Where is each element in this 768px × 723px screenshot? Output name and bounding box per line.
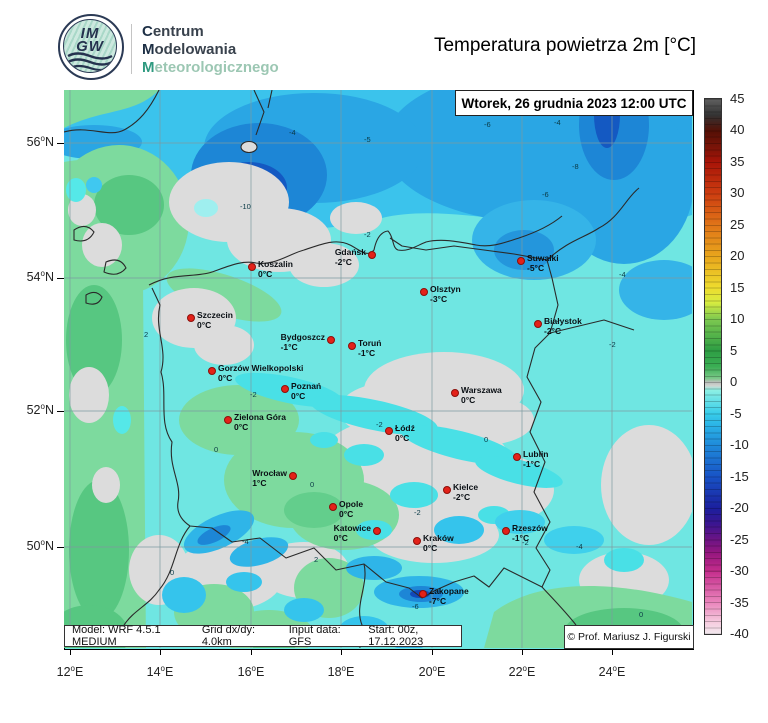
lon-label: 24oE <box>598 663 626 679</box>
credit-box: © Prof. Mariusz J. Figurski <box>564 625 694 649</box>
colorbar-value: 40 <box>730 122 745 138</box>
colorbar-value: -15 <box>730 468 749 484</box>
map-cyan-patches <box>235 372 644 572</box>
lon-label: 14oE <box>146 663 174 679</box>
colorbar-value: 35 <box>730 153 745 169</box>
lon-label: 18oE <box>327 663 355 679</box>
lon-label: 12oE <box>56 663 84 679</box>
lon-tick <box>70 649 71 655</box>
colorbar-value: 20 <box>730 248 745 264</box>
imgw-logo-badge: IM GW <box>63 19 117 73</box>
colorbar <box>704 98 722 635</box>
colorbar-value: -10 <box>730 437 749 453</box>
colorbar-value: 30 <box>730 185 745 201</box>
colorbar-value: 15 <box>730 279 745 295</box>
start-time: Start: 00z, 17.12.2023 <box>368 624 424 648</box>
org-line2: Modelowania <box>142 41 237 58</box>
lon-label: 16oE <box>237 663 265 679</box>
logo-text-top: IM <box>80 25 100 42</box>
input-data: Input data: GFS <box>288 624 341 648</box>
grid-info: Grid dx/dy: 4.0km <box>201 624 255 648</box>
org-line1: Centrum <box>142 23 204 40</box>
lon-tick <box>341 649 342 655</box>
colorbar-value: 45 <box>730 91 745 106</box>
lon-tick <box>432 649 433 655</box>
lon-label: 22oE <box>508 663 536 679</box>
logo-text-bottom: GW <box>76 38 104 55</box>
lon-tick <box>160 649 161 655</box>
lon-tick <box>522 649 523 655</box>
colorbar-value: 5 <box>730 342 738 358</box>
lat-label: 50oN <box>26 537 54 553</box>
colorbar-value: 0 <box>730 374 738 390</box>
logo-letters: IM GW <box>64 25 116 55</box>
lon-label: 20oE <box>418 663 446 679</box>
map-borders <box>64 90 640 648</box>
colorbar-value: -20 <box>730 500 749 516</box>
lat-label: 54oN <box>26 268 54 284</box>
colorbar-labels: 45 40 35 30 25 20 15 10 5 0 -5 -10 -15 -20 -25 -30 -35 -4… <box>728 91 762 641</box>
colorbar-value: -35 <box>730 594 749 610</box>
org-line3: Meteorologicznego <box>142 59 279 76</box>
colorbar-value: -40 <box>730 626 749 641</box>
map-green-west <box>64 90 189 648</box>
lat-tick <box>57 143 64 144</box>
lat-tick <box>57 547 64 548</box>
model-info-box: Model: WRF 4.5.1 MEDIUM Grid dx/dy: 4.0k… <box>64 624 462 648</box>
lat-tick <box>57 411 64 412</box>
lon-tick <box>612 649 613 655</box>
date-box: Wtorek, 26 grudnia 2023 12:00 UTC <box>455 90 693 116</box>
lat-tick <box>57 278 64 279</box>
lat-label: 52oN <box>26 401 54 417</box>
page-title: Temperatura powietrza 2m [°C] <box>433 35 697 56</box>
colorbar-value: 25 <box>730 216 745 232</box>
colorbar-value: -25 <box>730 531 749 547</box>
model-name: Model: WRF 4.5.1 MEDIUM <box>72 624 161 648</box>
org-name: Centrum Modelowania Meteorologicznego <box>142 23 279 77</box>
colorbar-value: 10 <box>730 311 745 327</box>
colorbar-value: -5 <box>730 405 742 421</box>
map-graticule <box>64 90 692 648</box>
temperature-map <box>64 90 692 648</box>
header-divider <box>131 24 132 74</box>
lat-label: 56oN <box>26 133 54 149</box>
imgw-logo: IM GW <box>58 14 124 80</box>
colorbar-value: -30 <box>730 563 749 579</box>
colorbar-ticks <box>705 99 721 634</box>
logo-waves-icon <box>67 52 113 72</box>
lon-tick <box>251 649 252 655</box>
